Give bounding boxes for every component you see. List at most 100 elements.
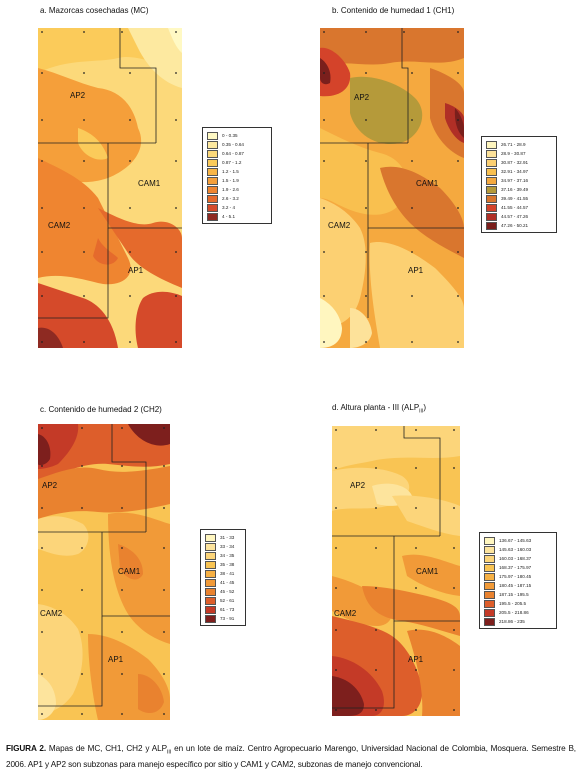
legend-label: 47.26 - 50.21 [501, 223, 529, 228]
legend-ch1: 26.71 - 28.9 28.9 - 30.87 30.87 - 32.91 32.… [481, 136, 557, 233]
legend-row: 2.6 - 3.2 [207, 194, 267, 203]
legend-row: 180.45 - 187.15 [484, 581, 552, 590]
zone-label-ap1: AP1 [128, 266, 144, 275]
legend-swatch [207, 158, 218, 167]
legend-row: 1.5 - 1.9 [207, 176, 267, 185]
figure-caption: FIGURA 2. Mapas de MC, CH1, CH2 y ALPIII… [6, 743, 576, 770]
legend-swatch [486, 149, 497, 158]
legend-swatch [205, 560, 216, 569]
zone-label-cam1: CAM1 [416, 179, 439, 188]
legend-swatch [207, 131, 218, 140]
legend-alp: 136.67 - 145.63 145.63 - 160.03 160.03 - 1… [479, 532, 557, 629]
panel-title-ch2: c. Contenido de humedad 2 (CH2) [40, 405, 162, 414]
legend-swatch [484, 572, 495, 581]
legend-label: 3.2 - 4 [222, 205, 236, 210]
legend-row: 28.9 - 30.87 [486, 149, 552, 158]
map-ch1: AP2 CAM1 CAM2 AP1 [320, 28, 464, 348]
legend-swatch [205, 542, 216, 551]
legend-row: 195.5 - 205.5 [484, 599, 552, 608]
legend-row: 47.26 - 50.21 [486, 221, 552, 230]
legend-label: 38 - 41 [220, 571, 235, 576]
legend-swatch [205, 605, 216, 614]
legend-row: 45 - 52 [205, 587, 241, 596]
legend-row: 0 - 0.35 [207, 131, 267, 140]
zone-label-ap1: AP1 [408, 655, 424, 664]
legend-row: 3.2 - 4 [207, 203, 267, 212]
map-alp: AP2 CAM1 CAM2 AP1 [332, 426, 460, 716]
legend-row: 31 - 33 [205, 533, 241, 542]
zone-label-ap2: AP2 [350, 481, 366, 490]
legend-label: 0.35 - 0.64 [222, 142, 244, 147]
caption-text: Mapas de MC, CH1, CH2 y ALP [48, 744, 167, 753]
panel-title-mc: a. Mazorcas cosechadas (MC) [40, 6, 149, 15]
legend-row: 175.97 - 180.45 [484, 572, 552, 581]
legend-swatch [484, 581, 495, 590]
legend-label: 175.97 - 180.45 [499, 574, 532, 579]
legend-label: 1.5 - 1.9 [222, 178, 239, 183]
zone-label-cam1: CAM1 [138, 179, 161, 188]
legend-label: 41.55 - 44.57 [501, 205, 529, 210]
legend-swatch [484, 590, 495, 599]
legend-row: 145.63 - 160.03 [484, 545, 552, 554]
legend-label: 61 - 73 [220, 607, 235, 612]
legend-row: 61 - 73 [205, 605, 241, 614]
legend-row: 38 - 41 [205, 569, 241, 578]
legend-swatch [486, 203, 497, 212]
legend-swatch [205, 533, 216, 542]
legend-row: 4 - 5.1 [207, 212, 267, 221]
legend-row: 32.91 - 34.97 [486, 167, 552, 176]
legend-label: 52 - 61 [220, 598, 235, 603]
legend-label: 34 - 35 [220, 553, 235, 558]
legend-ch2: 31 - 33 33 - 34 34 - 35 35 - 38 38 - 41 41 - … [200, 529, 246, 626]
legend-swatch [486, 167, 497, 176]
legend-swatch [205, 596, 216, 605]
legend-label: 73 - 91 [220, 616, 235, 621]
panel-title-alp-sub: III [419, 408, 424, 415]
legend-row: 52 - 61 [205, 596, 241, 605]
zone-label-ap1: AP1 [108, 655, 124, 664]
legend-swatch [484, 545, 495, 554]
legend-label: 0 - 0.35 [222, 133, 238, 138]
legend-label: 33 - 34 [220, 544, 235, 549]
caption-label: FIGURA 2. [6, 744, 46, 753]
legend-label: 4 - 5.1 [222, 214, 236, 219]
legend-swatch [486, 158, 497, 167]
legend-row: 30.87 - 32.91 [486, 158, 552, 167]
zone-label-ap1: AP1 [408, 266, 424, 275]
legend-row: 39.49 - 41.55 [486, 194, 552, 203]
legend-label: 44.57 - 47.26 [501, 214, 529, 219]
legend-label: 195.5 - 205.5 [499, 601, 527, 606]
legend-swatch [207, 194, 218, 203]
map-ch2: AP2 CAM1 CAM2 AP1 [38, 424, 170, 720]
legend-swatch [486, 140, 497, 149]
legend-row: 41 - 45 [205, 578, 241, 587]
legend-row: 37.16 - 39.49 [486, 185, 552, 194]
legend-swatch [484, 608, 495, 617]
legend-label: 1.2 - 1.5 [222, 169, 239, 174]
legend-label: 218.86 - 235 [499, 619, 525, 624]
legend-label: 26.71 - 28.9 [501, 142, 526, 147]
legend-label: 28.9 - 30.87 [501, 151, 526, 156]
legend-row: 35 - 38 [205, 560, 241, 569]
zone-label-cam2: CAM2 [334, 609, 357, 618]
legend-row: 34 - 35 [205, 551, 241, 560]
zone-label-ap2: AP2 [42, 481, 58, 490]
legend-swatch [207, 167, 218, 176]
legend-label: 34.97 - 37.16 [501, 178, 529, 183]
legend-row: 136.67 - 145.63 [484, 536, 552, 545]
legend-label: 180.45 - 187.15 [499, 583, 532, 588]
legend-swatch [207, 185, 218, 194]
panel-title-alp: d. Altura planta - III (ALPIII) [332, 403, 426, 415]
legend-label: 35 - 38 [220, 562, 235, 567]
legend-label: 2.6 - 3.2 [222, 196, 239, 201]
legend-row: 1.2 - 1.5 [207, 167, 267, 176]
zone-label-cam2: CAM2 [48, 221, 71, 230]
legend-swatch [484, 536, 495, 545]
panel-title-ch1: b. Contenido de humedad 1 (CH1) [332, 6, 455, 15]
legend-row: 0.64 - 0.87 [207, 149, 267, 158]
legend-label: 45 - 52 [220, 589, 235, 594]
legend-swatch [205, 569, 216, 578]
zone-label-ap2: AP2 [354, 93, 370, 102]
legend-row: 0.35 - 0.64 [207, 140, 267, 149]
zone-label-cam2: CAM2 [328, 221, 351, 230]
